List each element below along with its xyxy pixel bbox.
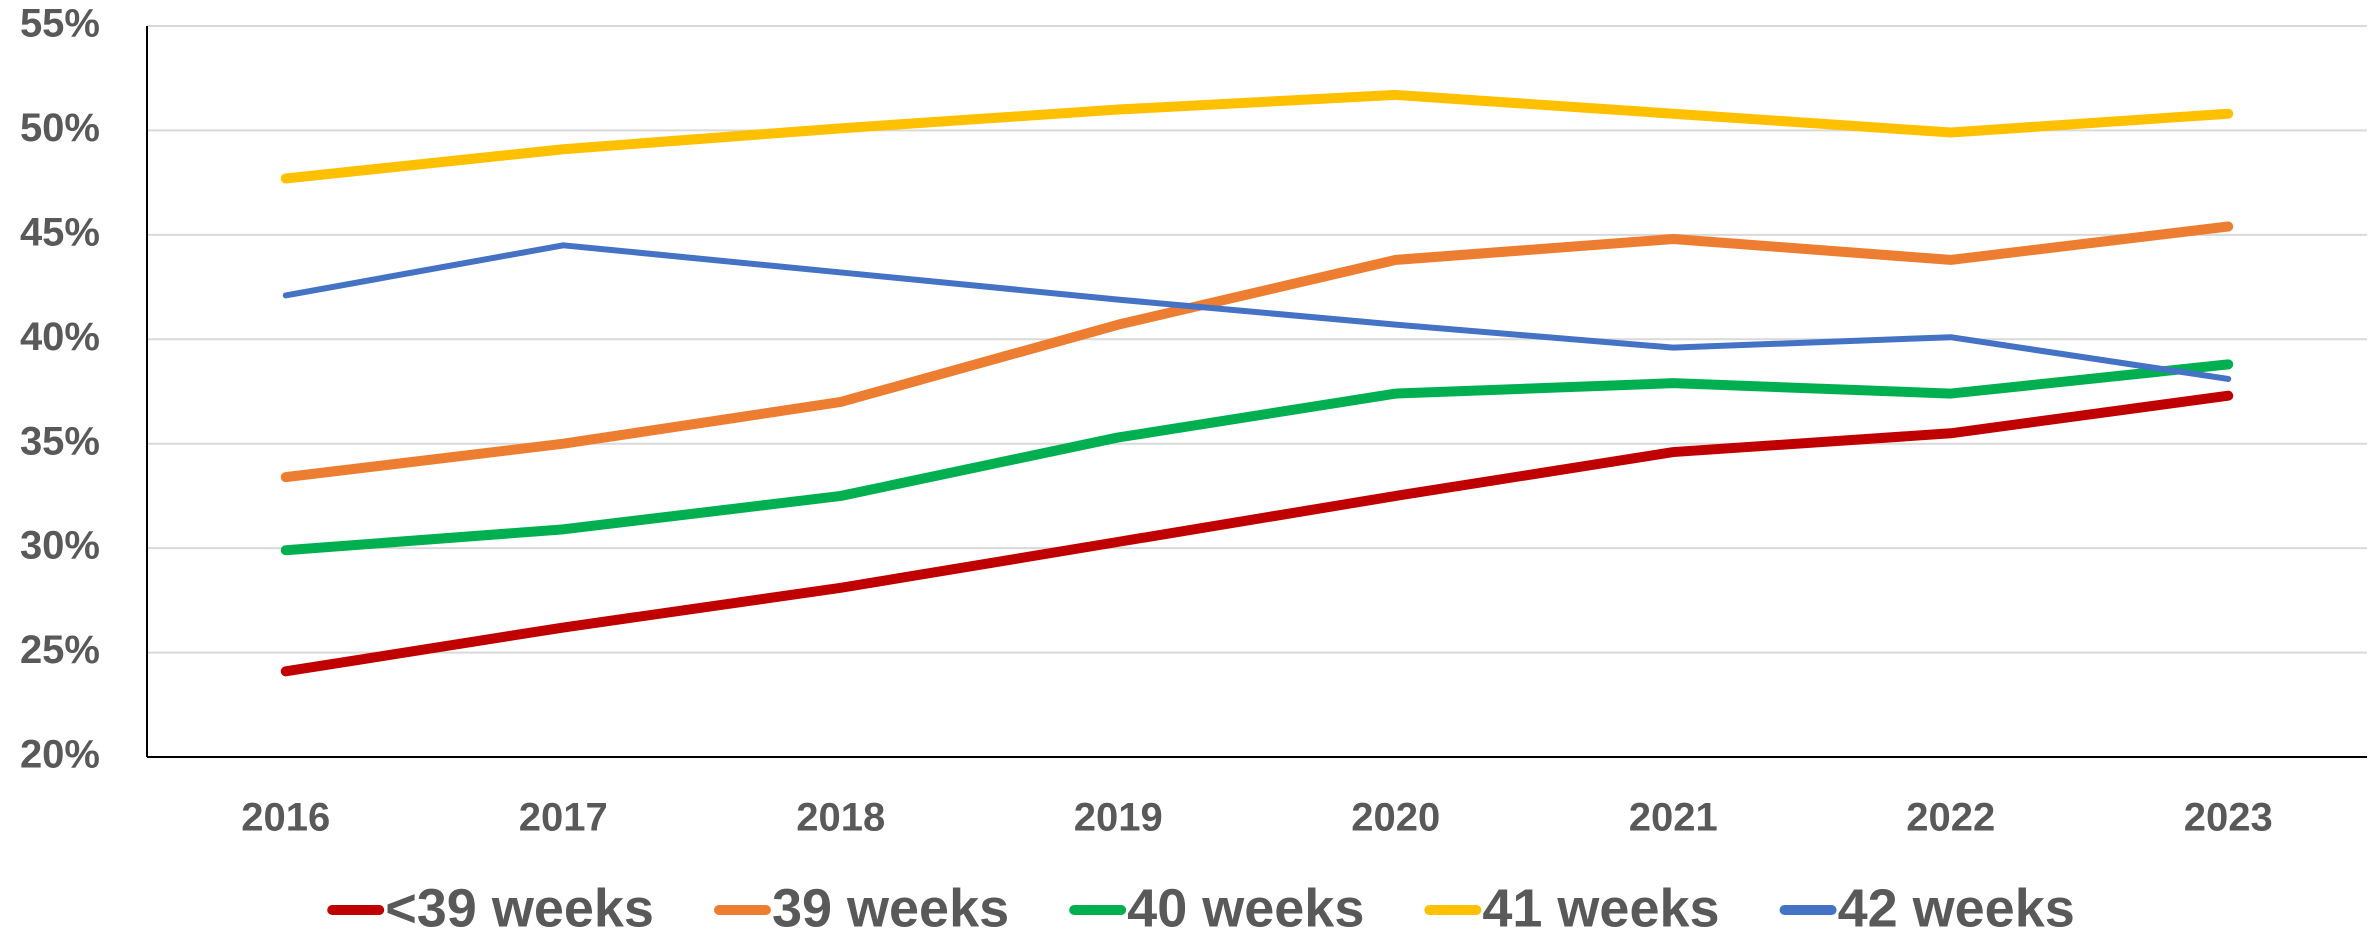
y-tick-label: 30% [20,524,100,568]
legend-label: <39 weeks [385,878,654,937]
legend-label: 40 weeks [1127,878,1364,937]
x-tick-label: 2016 [241,796,330,840]
legend-label: 39 weeks [772,878,1009,937]
y-tick-label: 25% [20,628,100,672]
x-tick-label: 2019 [1074,796,1163,840]
y-tick-label: 20% [20,733,100,777]
y-tick-label: 50% [20,106,100,150]
x-tick-label: 2018 [796,796,885,840]
x-tick-label: 2020 [1351,796,1440,840]
series-line [280,89,2234,184]
legend-label: 41 weeks [1482,878,1719,937]
y-tick-label: 40% [20,315,100,359]
series-line [280,390,2234,677]
y-tick-label: 55% [20,2,100,46]
x-tick-label: 2022 [1906,796,1995,840]
x-tick-label: 2017 [519,796,608,840]
series-line [280,221,2234,483]
series-line [282,242,2232,382]
series-line [280,359,2234,556]
y-tick-label: 45% [20,210,100,254]
legend-label: 42 weeks [1838,878,2075,937]
x-tick-label: 2023 [2184,796,2273,840]
x-tick-label: 2021 [1629,796,1718,840]
y-tick-label: 35% [20,419,100,463]
